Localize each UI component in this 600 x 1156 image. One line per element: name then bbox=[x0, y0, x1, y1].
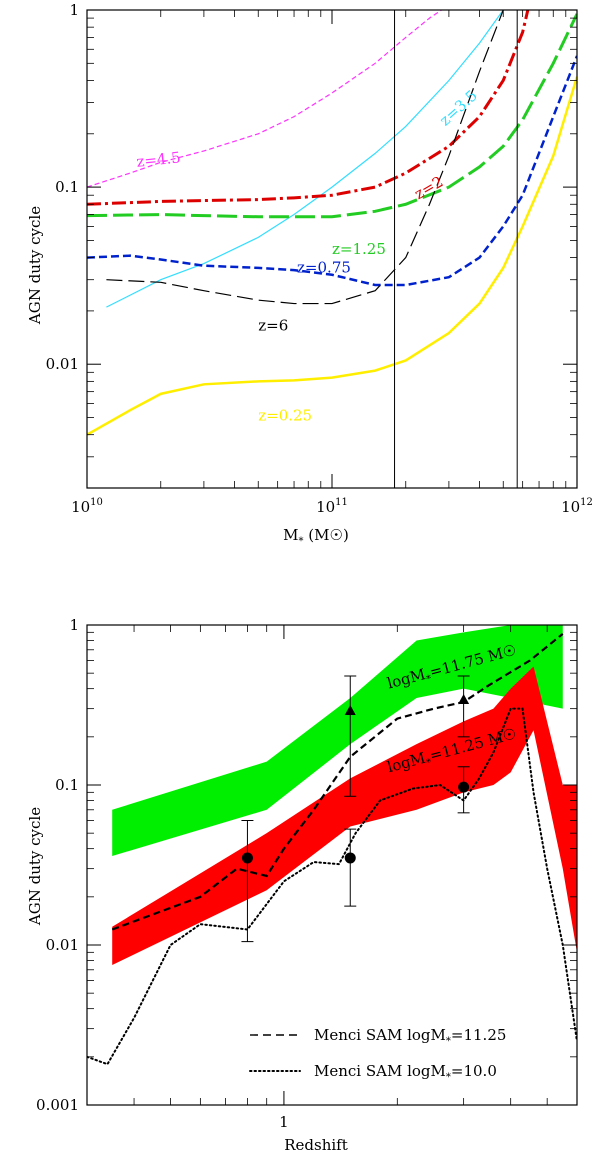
top-panel-series bbox=[87, 10, 577, 436]
x-tick-label-exp: 12 bbox=[580, 497, 593, 508]
top-x-label-sub: * bbox=[299, 536, 304, 547]
x-tick-label: 1 bbox=[279, 1113, 289, 1131]
curve-z-4-5 bbox=[87, 10, 442, 188]
legend-label-main: Menci SAM logM bbox=[314, 1026, 446, 1044]
curve-menci-sam-logm-10-0 bbox=[87, 707, 577, 1066]
top-y-axis-label: AGN duty cycle bbox=[26, 206, 44, 325]
curve-menci-sam-logm-11-25 bbox=[111, 633, 564, 931]
legend-label-sub: * bbox=[446, 1036, 451, 1047]
bottom-panel-points bbox=[241, 675, 470, 943]
sun-symbol-icon: ☉ bbox=[330, 526, 343, 544]
bottom-panel-ticks: 1 1 0.1 0.01 0.001 bbox=[36, 616, 577, 1131]
x-tick-label: 1011 bbox=[316, 497, 348, 516]
curve-label: z=4.5 bbox=[136, 148, 182, 171]
x-tick-label-exp: 10 bbox=[90, 497, 103, 508]
y-tick-label: 0.01 bbox=[46, 355, 79, 373]
legend-label-sub: * bbox=[446, 1072, 451, 1083]
legend-label-rest: =11.25 bbox=[451, 1026, 507, 1044]
top-x-label-unit-open: (M bbox=[304, 526, 330, 544]
curve-label: z=0.25 bbox=[258, 407, 312, 425]
legend-label: Menci SAM logM*=10.0 bbox=[314, 1062, 497, 1083]
y-tick-label: 0.01 bbox=[46, 936, 79, 954]
curve-z-1-25 bbox=[87, 13, 577, 219]
curve-label: z=1.25 bbox=[332, 240, 386, 258]
band-logm-11-75-band bbox=[112, 625, 563, 856]
x-tick-label: 1012 bbox=[561, 497, 593, 516]
x-tick-label-exp: 11 bbox=[335, 497, 348, 508]
y-tick-label: 1 bbox=[69, 616, 79, 634]
band-logm-11-25-band bbox=[112, 666, 577, 965]
top-panel-curve-labels: z=4.5z=3.5z=2z=1.25z=0.75z=6z=0.25 bbox=[136, 86, 481, 424]
bottom-x-axis-label: Redshift bbox=[284, 1136, 348, 1154]
legend-label-main: Menci SAM logM bbox=[314, 1062, 446, 1080]
curve-z-6 bbox=[106, 10, 504, 305]
data-point-circle bbox=[241, 852, 253, 864]
x-tick-label-base: 10 bbox=[316, 498, 335, 516]
band-label-sub: * bbox=[425, 757, 433, 769]
bottom-panel-frame bbox=[86, 624, 578, 1106]
data-point-circle bbox=[344, 852, 356, 864]
data-point-triangle bbox=[344, 705, 356, 716]
top-x-label-unit-close: ) bbox=[343, 526, 349, 544]
top-x-label-main: M bbox=[283, 526, 298, 544]
legend-label-rest: =10.0 bbox=[451, 1062, 497, 1080]
bottom-panel: 110.10.010.001 logM*=11.75 M☉logM*=11.25… bbox=[26, 616, 578, 1154]
band-label-sub: * bbox=[425, 673, 433, 685]
curve-z-0-25 bbox=[87, 76, 577, 436]
data-point-triangle bbox=[458, 693, 470, 704]
bottom-panel-series bbox=[87, 633, 577, 1066]
bottom-panel-bands bbox=[112, 625, 577, 965]
y-tick-label: 0.1 bbox=[55, 178, 79, 196]
curve-label: z=6 bbox=[258, 317, 288, 335]
curve-z-3-5 bbox=[106, 10, 504, 308]
x-tick-label-base: 10 bbox=[71, 498, 90, 516]
y-tick-label: 0.001 bbox=[36, 1096, 79, 1114]
bottom-y-axis-label: AGN duty cycle bbox=[26, 807, 44, 926]
y-tick-label: 0.1 bbox=[55, 776, 79, 794]
curve-z-2 bbox=[87, 10, 530, 206]
sun-symbol-icon: ☉ bbox=[501, 641, 519, 662]
x-tick-label: 1010 bbox=[71, 497, 103, 516]
y-tick-label: 1 bbox=[69, 1, 79, 19]
legend-label: Menci SAM logM*=11.25 bbox=[314, 1026, 506, 1047]
curve-z-0-75 bbox=[87, 55, 577, 287]
sun-symbol-icon: ☉ bbox=[501, 724, 519, 745]
curve-label: z=0.75 bbox=[297, 258, 351, 276]
x-tick-label-base: 10 bbox=[561, 498, 580, 516]
data-point-circle bbox=[458, 781, 470, 793]
top-x-axis-label: M* (M☉) bbox=[283, 526, 349, 547]
top-panel-vertical-lines bbox=[394, 10, 518, 488]
